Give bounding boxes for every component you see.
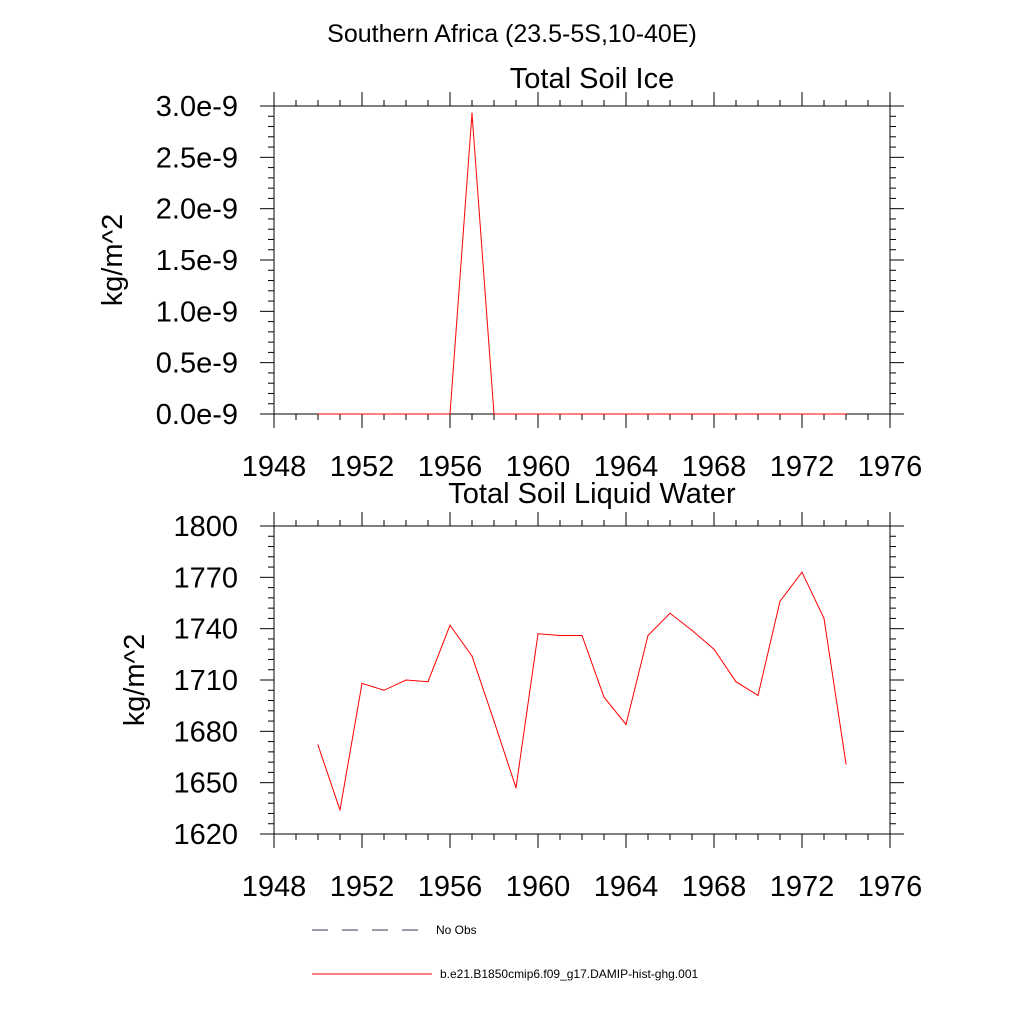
data-point — [361, 682, 363, 685]
data-point — [339, 809, 341, 811]
data-point — [515, 787, 517, 789]
y-tick-label: 0.0e-9 — [156, 399, 238, 431]
data-point — [361, 413, 363, 415]
y-tick-label: 2.0e-9 — [156, 194, 238, 226]
plot-frame — [273, 105, 891, 415]
x-tick-label: 1968 — [682, 871, 747, 903]
x-tick-label: 1976 — [858, 871, 923, 903]
data-point — [515, 413, 517, 415]
data-point — [691, 629, 693, 631]
y-tick-label: 0.5e-9 — [156, 348, 238, 380]
data-point — [845, 763, 847, 765]
data-point — [559, 634, 561, 637]
y-tick-label: 1680 — [173, 716, 238, 748]
data-point — [559, 413, 561, 415]
x-tick-label: 1948 — [242, 871, 307, 903]
x-tick-label: 1948 — [242, 451, 307, 483]
data-point — [493, 413, 495, 415]
data-point — [713, 413, 715, 415]
data-point — [757, 694, 759, 697]
y-tick-label: 1770 — [173, 562, 238, 594]
x-tick-label: 1960 — [506, 451, 571, 483]
data-point — [823, 617, 825, 620]
data-point — [779, 413, 781, 415]
data-point — [405, 413, 407, 415]
x-tick-label: 1972 — [770, 871, 835, 903]
data-point — [625, 723, 627, 726]
data-point — [603, 696, 605, 698]
data-point — [537, 633, 539, 635]
data-point — [669, 413, 671, 415]
data-point — [537, 413, 539, 415]
x-tick-label: 1976 — [858, 451, 923, 483]
panel-title: Total Soil Ice — [510, 63, 674, 95]
data-point — [471, 655, 473, 657]
data-point — [405, 679, 407, 681]
y-tick-label: 1710 — [173, 665, 238, 697]
data-point — [735, 413, 737, 415]
x-tick-label: 1972 — [770, 451, 835, 483]
data-point — [317, 413, 319, 415]
data-point — [581, 413, 583, 415]
y-tick-label: 2.5e-9 — [156, 142, 238, 174]
panel-title: Total Soil Liquid Water — [448, 478, 736, 510]
y-axis-label: kg/m^2 — [97, 214, 129, 307]
data-point — [647, 413, 649, 415]
x-tick-label: 1964 — [594, 451, 659, 483]
data-point — [427, 681, 429, 683]
data-point — [603, 413, 605, 415]
panel-total-soil-ice: Total Soil Ice 1948 1952 1956 1960 1964 1968 19… — [97, 63, 922, 483]
data-point — [383, 689, 385, 691]
legend: No Obs b.e21.B1850cmip6.f09_g17.DAMIP-hi… — [312, 923, 698, 981]
y-tick-label: 1800 — [173, 511, 238, 543]
data-point — [735, 681, 737, 683]
figure-suptitle: Southern Africa (23.5-5S,10-40E) — [327, 20, 697, 48]
x-tick-label: 1952 — [330, 451, 395, 483]
data-point — [823, 413, 825, 415]
data-point — [757, 413, 759, 415]
data-point — [471, 112, 473, 114]
data-point — [317, 744, 319, 746]
x-tick-label: 1960 — [506, 871, 571, 903]
y-tick-label: 1740 — [173, 614, 238, 646]
y-tick-label: 1.0e-9 — [156, 296, 238, 328]
data-point — [339, 413, 341, 415]
y-tick-label: 1.5e-9 — [156, 245, 238, 277]
x-tick-label: 1952 — [330, 871, 395, 903]
data-point — [779, 600, 781, 602]
data-point — [845, 413, 847, 415]
y-tick-label: 1650 — [173, 768, 238, 800]
x-tick-label: 1956 — [418, 451, 483, 483]
data-point — [625, 413, 627, 415]
data-point — [669, 612, 671, 614]
x-tick-label: 1964 — [594, 871, 659, 903]
data-point — [427, 413, 429, 415]
series-line — [317, 571, 847, 811]
legend-label-no-obs: No Obs — [436, 923, 477, 937]
panel-total-soil-liquid-water: Total Soil Liquid Water 1948 1952 1956 1960 1… — [119, 478, 922, 903]
data-point — [493, 720, 495, 722]
data-point — [449, 413, 451, 415]
plot-frame — [273, 525, 891, 835]
x-tick-label: 1968 — [682, 451, 747, 483]
x-tick-label: 1956 — [418, 871, 483, 903]
legend-label-model: b.e21.B1850cmip6.f09_g17.DAMIP-hist-ghg.… — [440, 967, 698, 981]
data-point — [449, 624, 451, 626]
data-point — [581, 634, 583, 637]
y-tick-label: 1620 — [173, 819, 238, 851]
data-point — [383, 413, 385, 415]
series-line — [318, 113, 846, 415]
data-point — [713, 648, 715, 650]
y-axis-label: kg/m^2 — [119, 634, 151, 727]
y-tick-label: 3.0e-9 — [156, 91, 238, 123]
data-point — [647, 634, 649, 637]
data-point — [801, 571, 803, 573]
data-point — [801, 413, 803, 415]
data-point — [691, 413, 693, 415]
